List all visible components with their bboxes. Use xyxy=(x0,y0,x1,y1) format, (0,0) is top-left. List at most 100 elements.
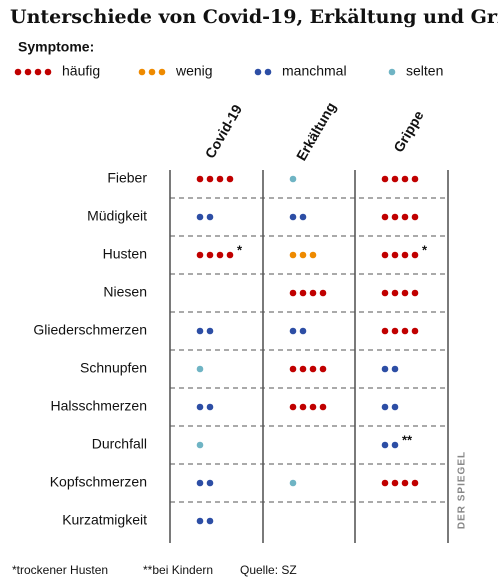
symptom-dot xyxy=(391,175,399,183)
symptom-dot xyxy=(196,251,204,259)
symptom-dot xyxy=(381,289,389,297)
symptom-dot xyxy=(401,251,409,259)
symptom-dot xyxy=(401,327,409,335)
symptom-dot xyxy=(196,441,204,449)
symptom-dot xyxy=(206,479,214,487)
legend-dot xyxy=(254,68,262,76)
symptom-dot xyxy=(401,175,409,183)
legend-dot xyxy=(148,68,156,76)
symptom-dot xyxy=(391,213,399,221)
row-label: Niesen xyxy=(103,284,147,300)
symptom-dot xyxy=(381,175,389,183)
symptom-dot xyxy=(309,403,317,411)
row-label: Gliederschmerzen xyxy=(33,322,147,338)
note-mark: * xyxy=(422,242,428,257)
legend-dot xyxy=(158,68,166,76)
note-mark: ** xyxy=(402,432,413,447)
legend-dot xyxy=(388,68,396,76)
row-label: Durchfall xyxy=(92,436,147,452)
symptom-dot xyxy=(401,213,409,221)
row-label: Müdigkeit xyxy=(87,208,147,224)
legend-dot xyxy=(14,68,22,76)
symptom-dot xyxy=(206,213,214,221)
symptom-dot xyxy=(411,251,419,259)
symptom-dot xyxy=(196,213,204,221)
symptom-dot xyxy=(206,175,214,183)
symptom-dot xyxy=(196,403,204,411)
symptom-dot xyxy=(216,175,224,183)
symptom-dot xyxy=(319,365,327,373)
symptom-dot xyxy=(411,479,419,487)
row-label: Halsschmerzen xyxy=(51,398,147,414)
symptom-dot xyxy=(299,365,307,373)
symptom-dot xyxy=(401,479,409,487)
legend-label: wenig xyxy=(175,63,213,79)
symptom-dot xyxy=(196,479,204,487)
symptom-dot xyxy=(381,441,389,449)
symptom-dot xyxy=(289,251,297,259)
symptom-dot xyxy=(411,289,419,297)
symptom-dot xyxy=(381,403,389,411)
symptom-dot xyxy=(391,327,399,335)
symptom-dot xyxy=(381,251,389,259)
symptom-dot xyxy=(381,213,389,221)
brand: DER SPIEGEL xyxy=(457,451,468,529)
legend-label: selten xyxy=(406,63,443,79)
symptom-dot xyxy=(206,251,214,259)
symptom-dot xyxy=(226,175,234,183)
symptom-dot xyxy=(391,251,399,259)
footnote: **bei Kindern xyxy=(143,563,213,577)
source: Quelle: SZ xyxy=(240,563,297,577)
legend-label: manchmal xyxy=(282,63,347,79)
column-header: Covid-19 xyxy=(202,102,246,161)
symptom-dot xyxy=(381,479,389,487)
symptom-dot xyxy=(309,251,317,259)
symptom-dot xyxy=(391,403,399,411)
title: Unterschiede von Covid-19, Erkältung und… xyxy=(10,6,498,28)
symptom-dot xyxy=(309,289,317,297)
legend-dot xyxy=(138,68,146,76)
symptom-dot xyxy=(289,175,297,183)
symptom-dot xyxy=(206,327,214,335)
symptom-dot xyxy=(391,289,399,297)
note-mark: * xyxy=(237,242,243,257)
row-label: Husten xyxy=(103,246,147,262)
column-header: Erkältung xyxy=(293,99,339,163)
symptom-dot xyxy=(381,327,389,335)
symptom-dot xyxy=(381,365,389,373)
symptom-dot xyxy=(299,213,307,221)
symptom-dot xyxy=(319,289,327,297)
symptom-dot xyxy=(289,479,297,487)
legend-dot xyxy=(34,68,42,76)
symptom-dot xyxy=(411,175,419,183)
symptom-dot xyxy=(299,403,307,411)
symptom-dot xyxy=(216,251,224,259)
symptom-dot xyxy=(299,251,307,259)
column-header: Grippe xyxy=(390,108,427,155)
legend-dot xyxy=(44,68,52,76)
row-label: Kopfschmerzen xyxy=(50,474,147,490)
footnote: *trockener Husten xyxy=(12,563,108,577)
legend-dot xyxy=(24,68,32,76)
symptom-dot xyxy=(411,213,419,221)
symptom-dot xyxy=(196,365,204,373)
symptom-dot xyxy=(309,365,317,373)
symptom-dot xyxy=(226,251,234,259)
symptom-dot xyxy=(319,403,327,411)
symptom-dot xyxy=(401,289,409,297)
symptom-dot xyxy=(411,327,419,335)
legend-dot xyxy=(264,68,272,76)
symptom-dot xyxy=(196,327,204,335)
legend-label: häufig xyxy=(62,63,100,79)
row-label: Schnupfen xyxy=(80,360,147,376)
symptom-dot xyxy=(196,175,204,183)
symptom-dot xyxy=(391,479,399,487)
symptom-dot xyxy=(289,365,297,373)
symptom-dot xyxy=(289,327,297,335)
symptom-dot xyxy=(206,403,214,411)
symptom-dot xyxy=(391,441,399,449)
symptom-dot xyxy=(196,517,204,525)
symptom-dot xyxy=(299,327,307,335)
symptom-dot xyxy=(289,403,297,411)
